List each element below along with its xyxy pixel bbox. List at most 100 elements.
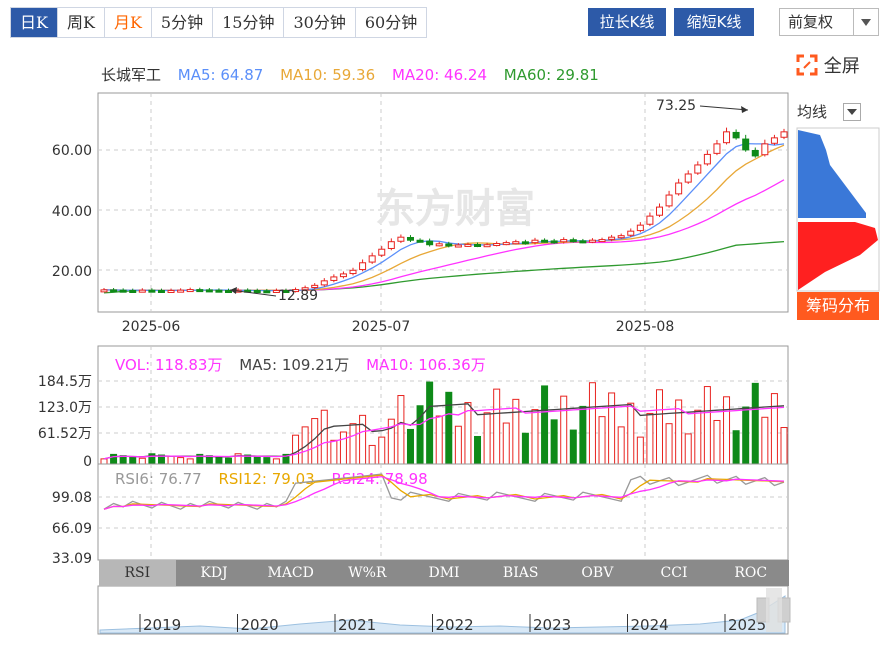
volume-bar <box>560 395 568 465</box>
tab-indicator-4[interactable]: DMI <box>428 565 460 581</box>
tab-indicator-3[interactable]: W%R <box>348 565 387 581</box>
chip-distribution-button[interactable]: 筹码分布 <box>797 292 879 320</box>
volume-bar <box>531 409 539 465</box>
legend-ma5: MA5: 64.87 <box>177 66 264 84</box>
tab-period-3[interactable]: 5分钟 <box>152 8 214 37</box>
legend-vol-ma5: MA5: 109.21万 <box>239 356 350 374</box>
rsiLines-path <box>103 474 785 510</box>
candle-body <box>426 240 434 246</box>
candle-body <box>435 243 443 247</box>
candle-body <box>608 236 616 240</box>
volume-bar <box>732 430 740 465</box>
stretch-kline-button[interactable]: 拉长K线 <box>588 8 666 36</box>
volume-bar <box>110 453 118 465</box>
tab-indicator-6[interactable]: OBV <box>581 565 614 581</box>
volume-bar <box>617 426 625 465</box>
candle-body <box>531 239 539 244</box>
candle-body <box>186 289 194 293</box>
navigator-window[interactable] <box>766 588 782 632</box>
tab-indicator-0[interactable]: RSI <box>99 560 176 586</box>
legend-rsi6: RSI6: 76.77 <box>115 470 202 488</box>
year-label: 2022 <box>436 616 474 634</box>
volume-bar <box>253 455 261 465</box>
tab-indicator-1[interactable]: KDJ <box>200 565 228 581</box>
year-label: 2020 <box>241 616 279 634</box>
candle-body <box>723 131 731 144</box>
candle-body <box>474 244 482 248</box>
volume-bar <box>550 419 558 465</box>
volume-bar <box>454 425 462 465</box>
candle-body <box>655 206 663 216</box>
candle-body <box>464 243 472 247</box>
candle-body <box>569 239 577 243</box>
candle-body <box>713 143 721 154</box>
chip-select[interactable]: 均线 <box>797 100 881 124</box>
indicator-tabs: RSI KDJ MACD W%R DMI BIAS OBV CCI ROC <box>99 560 789 586</box>
candle-body <box>215 289 223 293</box>
tab-indicator-2[interactable]: MACD <box>267 565 314 581</box>
candle-body <box>148 289 156 293</box>
volume-bar <box>129 456 137 465</box>
candle-body <box>502 242 510 246</box>
year-label: 2023 <box>533 616 571 634</box>
volume-bar <box>703 386 711 465</box>
adjust-select-value: 前复权 <box>788 13 834 31</box>
tab-period-0[interactable]: 日K <box>11 8 58 37</box>
candle-body <box>703 153 711 165</box>
navigator-area <box>99 595 786 634</box>
candle-body <box>138 289 146 293</box>
volume-bar <box>320 409 328 465</box>
candle-body <box>617 235 625 239</box>
tab-indicator-8[interactable]: ROC <box>734 565 768 581</box>
volume-ma-lines <box>103 403 785 460</box>
tab-period-1[interactable]: 周K <box>58 8 105 37</box>
candles <box>100 127 788 294</box>
volume-bar <box>588 382 596 465</box>
high-annotation-line <box>699 105 749 111</box>
tab-period-6[interactable]: 60分钟 <box>364 13 418 32</box>
candle-body <box>445 243 453 247</box>
tab-period-5[interactable]: 30分钟 <box>284 8 356 37</box>
rsiLines-path <box>103 473 785 510</box>
fullscreen-button[interactable]: 全屏 <box>796 52 860 78</box>
volume-bar <box>646 412 654 465</box>
volume-bar <box>608 392 616 465</box>
candle-body <box>780 131 788 138</box>
stock-name: 长城军工 <box>101 66 162 84</box>
candle-body <box>378 248 386 256</box>
candle-body <box>732 131 740 139</box>
year-label: 2019 <box>143 616 181 634</box>
candle-body <box>225 289 233 293</box>
legend-ma20: MA20: 46.24 <box>391 66 487 84</box>
volume-tick: 61.52万 <box>38 426 92 442</box>
fullscreen-label: 全屏 <box>823 56 860 77</box>
candle-body <box>205 289 213 293</box>
tab-indicator-5[interactable]: BIAS <box>502 565 539 581</box>
volume-bar <box>378 436 386 465</box>
adjust-select[interactable]: 前复权 <box>779 8 879 36</box>
candle-body <box>751 150 759 157</box>
tab-period-2[interactable]: 月K <box>105 8 152 37</box>
volume-bar <box>474 435 482 465</box>
rsiLines-path <box>103 475 785 510</box>
volume-bar <box>435 415 443 465</box>
candle-body <box>100 289 108 293</box>
volume-bar <box>215 456 223 465</box>
volume-bar <box>177 457 185 465</box>
chip-select-value: 均线 <box>797 103 828 121</box>
candle-body <box>675 182 683 195</box>
candle-body <box>665 194 673 207</box>
candle-body <box>684 173 692 183</box>
volume-bar <box>406 428 414 465</box>
volume-bar <box>541 385 549 465</box>
volume-bar <box>502 422 510 465</box>
ma60-line <box>103 240 785 294</box>
candle-body <box>157 289 165 293</box>
shrink-kline-button[interactable]: 缩短K线 <box>674 8 754 36</box>
candle-body <box>627 230 635 236</box>
tab-indicator-7[interactable]: CCI <box>660 565 688 581</box>
candle-body <box>119 289 127 293</box>
tab-period-4[interactable]: 15分钟 <box>213 8 285 37</box>
chevron-down-icon <box>843 103 861 121</box>
